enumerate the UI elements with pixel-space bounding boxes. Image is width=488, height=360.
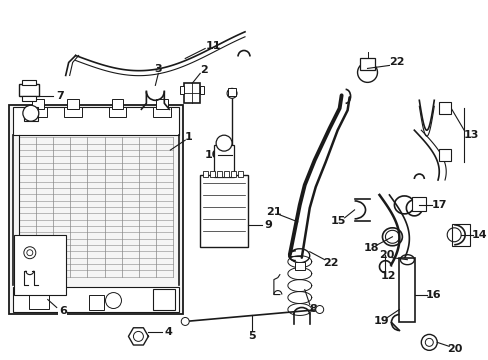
Circle shape (425, 338, 432, 346)
Text: 4: 4 (164, 327, 172, 337)
Circle shape (27, 250, 33, 256)
Text: 22: 22 (322, 258, 338, 268)
Bar (411, 197, 426, 211)
Circle shape (23, 105, 39, 121)
Circle shape (357, 62, 377, 82)
Bar (153, 289, 175, 310)
Bar (22, 96, 36, 101)
Circle shape (24, 247, 36, 259)
Bar (22, 80, 36, 85)
Bar (210, 171, 215, 177)
Circle shape (315, 306, 323, 314)
Bar (203, 171, 208, 177)
Bar (153, 107, 171, 117)
Bar (29, 291, 49, 309)
Text: 1: 1 (184, 132, 192, 142)
Text: 2: 2 (200, 66, 207, 76)
Bar (451, 224, 469, 246)
Bar (238, 171, 243, 177)
Circle shape (181, 318, 189, 325)
Circle shape (216, 135, 232, 151)
Text: 12: 12 (380, 271, 395, 281)
Bar (214, 145, 234, 177)
Bar (399, 258, 414, 323)
Text: 22: 22 (388, 58, 404, 67)
Text: 20: 20 (378, 250, 393, 260)
Text: 5: 5 (247, 332, 255, 341)
Bar (359, 58, 375, 71)
Bar (438, 102, 450, 114)
Circle shape (133, 332, 143, 341)
Bar (156, 99, 168, 109)
Circle shape (226, 88, 237, 98)
Bar (13, 287, 179, 312)
Text: 6: 6 (59, 306, 66, 316)
Bar (438, 149, 450, 161)
Bar (200, 86, 203, 94)
Text: 11: 11 (205, 41, 221, 50)
Bar (66, 99, 79, 109)
Text: 13: 13 (463, 130, 478, 140)
Bar (108, 107, 126, 117)
Text: 10: 10 (204, 150, 220, 160)
Text: 19: 19 (373, 316, 388, 327)
Bar (63, 107, 81, 117)
Text: 7: 7 (56, 91, 63, 101)
Text: 17: 17 (430, 200, 446, 210)
Bar (9, 105, 183, 315)
Bar (88, 294, 103, 310)
Bar (224, 171, 228, 177)
Bar (111, 99, 123, 109)
Bar (227, 88, 236, 96)
Text: 9: 9 (264, 220, 271, 230)
Bar (24, 107, 38, 121)
Bar (32, 99, 44, 109)
Text: 8: 8 (309, 305, 317, 315)
Bar (200, 175, 247, 247)
Bar (180, 86, 184, 94)
Bar (230, 171, 236, 177)
Text: 15: 15 (330, 216, 346, 226)
Bar (13, 107, 179, 135)
Text: 21: 21 (265, 207, 281, 217)
Text: 14: 14 (470, 230, 486, 240)
Bar (19, 84, 39, 96)
Bar (217, 171, 222, 177)
Text: 18: 18 (363, 243, 379, 253)
Text: 20: 20 (447, 345, 462, 354)
Polygon shape (128, 328, 148, 345)
Bar (29, 107, 47, 117)
Text: 3: 3 (154, 64, 162, 75)
Circle shape (421, 334, 436, 350)
Bar (294, 262, 304, 270)
Circle shape (105, 293, 121, 309)
Bar (184, 84, 200, 103)
Text: 16: 16 (425, 289, 440, 300)
Bar (14, 235, 65, 294)
